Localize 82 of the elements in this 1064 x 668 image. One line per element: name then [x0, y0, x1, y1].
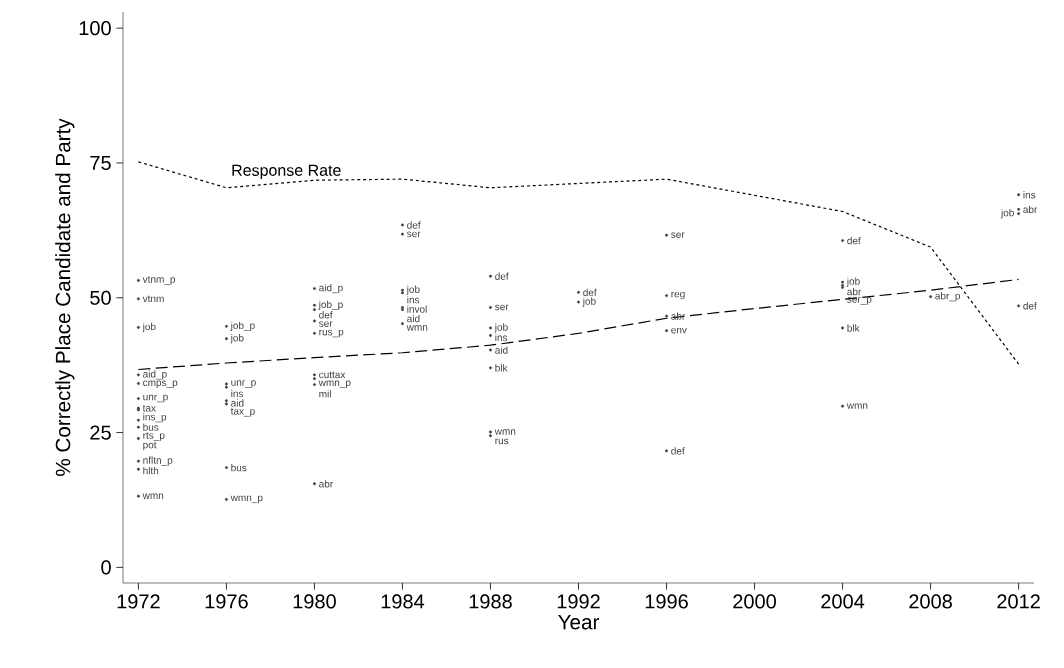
data-label: job [494, 323, 508, 333]
data-label: job [582, 297, 596, 307]
data-label: ins [1023, 191, 1036, 199]
x-tick-label: 1988 [469, 594, 512, 609]
data-label: job [230, 334, 244, 344]
data-label: wmn_p [230, 495, 263, 504]
x-tick-label: 2008 [909, 594, 952, 609]
data-label: wmn [406, 325, 428, 331]
x-tick-label: 2004 [821, 594, 865, 609]
data-label: unr_p [231, 380, 256, 388]
data-label: ser [318, 321, 333, 327]
data-label: ser [495, 304, 509, 311]
data-label: rus_p [319, 329, 344, 338]
data-label: blk [847, 324, 860, 332]
data-label: abr_p [935, 292, 961, 302]
data-label: aid_p [143, 370, 167, 380]
data-label: ins_p [143, 413, 167, 423]
x-tick-label: 1976 [205, 594, 248, 609]
data-label: rts_p [143, 432, 165, 441]
data-label: abr [1023, 205, 1038, 214]
data-label: rus [495, 438, 509, 445]
y-tick-label: 50 [90, 290, 111, 305]
data-label: ins [231, 389, 244, 398]
x-tick-label: 1980 [293, 594, 336, 609]
data-label: mil [319, 390, 331, 398]
y-tick-label: 25 [90, 425, 111, 440]
data-label: cuttax [319, 371, 346, 379]
data-label: tax_p [230, 408, 255, 417]
series-label: Response Rate [232, 164, 341, 180]
x-axis-title: Year [558, 615, 600, 630]
data-label: ser [407, 231, 421, 238]
data-label: abr [319, 480, 333, 488]
data-label: ins [495, 333, 508, 342]
x-tick-label: 1972 [117, 594, 160, 609]
y-tick-label: 75 [90, 155, 111, 170]
data-label: def [495, 272, 509, 280]
data-label: nfltn_p [143, 456, 173, 466]
data-label: job [1000, 209, 1014, 219]
data-label: aid_p [319, 283, 343, 294]
data-label: def [407, 221, 421, 229]
data-label: wmn [846, 403, 868, 409]
data-label: abr [847, 287, 862, 296]
x-tick-label: 2012 [997, 594, 1040, 609]
data-label: invol [407, 305, 427, 313]
y-tick-label: 0 [101, 560, 111, 575]
data-label: cmps_p [143, 380, 178, 389]
data-label: pot [143, 441, 157, 451]
data-label: def [671, 447, 685, 455]
x-tick-label: 1992 [557, 594, 600, 609]
data-label: blk [495, 364, 508, 372]
data-label: env [671, 327, 687, 334]
data-label: tax [142, 405, 156, 412]
data-label: job [846, 277, 860, 287]
data-label: job_p [318, 300, 343, 310]
data-label: job [406, 285, 420, 295]
data-label: wmn_p [318, 380, 351, 389]
data-label: aid [407, 314, 420, 323]
data-label: vtnm_p [142, 276, 176, 285]
data-label: def [583, 288, 597, 297]
data-label: wmn [142, 493, 164, 499]
y-axis-title: % Correctly Place Candidate and Party [55, 118, 75, 476]
data-label: job_p [230, 321, 255, 331]
data-label: ser_p [847, 297, 872, 305]
data-label: aid [495, 346, 508, 354]
data-label: def [847, 236, 861, 245]
data-label: unr_p [143, 394, 168, 403]
data-label: ser [671, 232, 685, 238]
data-label: hlth [143, 466, 159, 475]
data-label: bus [231, 463, 247, 472]
data-label: def [319, 311, 333, 319]
data-label: job [142, 322, 156, 333]
data-label: aid [231, 399, 244, 407]
x-tick-label: 2000 [733, 594, 776, 609]
y-tick-label: 100 [79, 21, 111, 36]
data-label: reg [671, 291, 685, 300]
data-label: wmn [494, 429, 516, 435]
data-label: def [1023, 302, 1037, 310]
x-tick-label: 1996 [645, 594, 688, 609]
data-label: vtnm [142, 295, 164, 303]
data-label: ins [407, 295, 420, 304]
data-label: bus [143, 423, 159, 431]
x-tick-label: 1984 [381, 594, 425, 609]
